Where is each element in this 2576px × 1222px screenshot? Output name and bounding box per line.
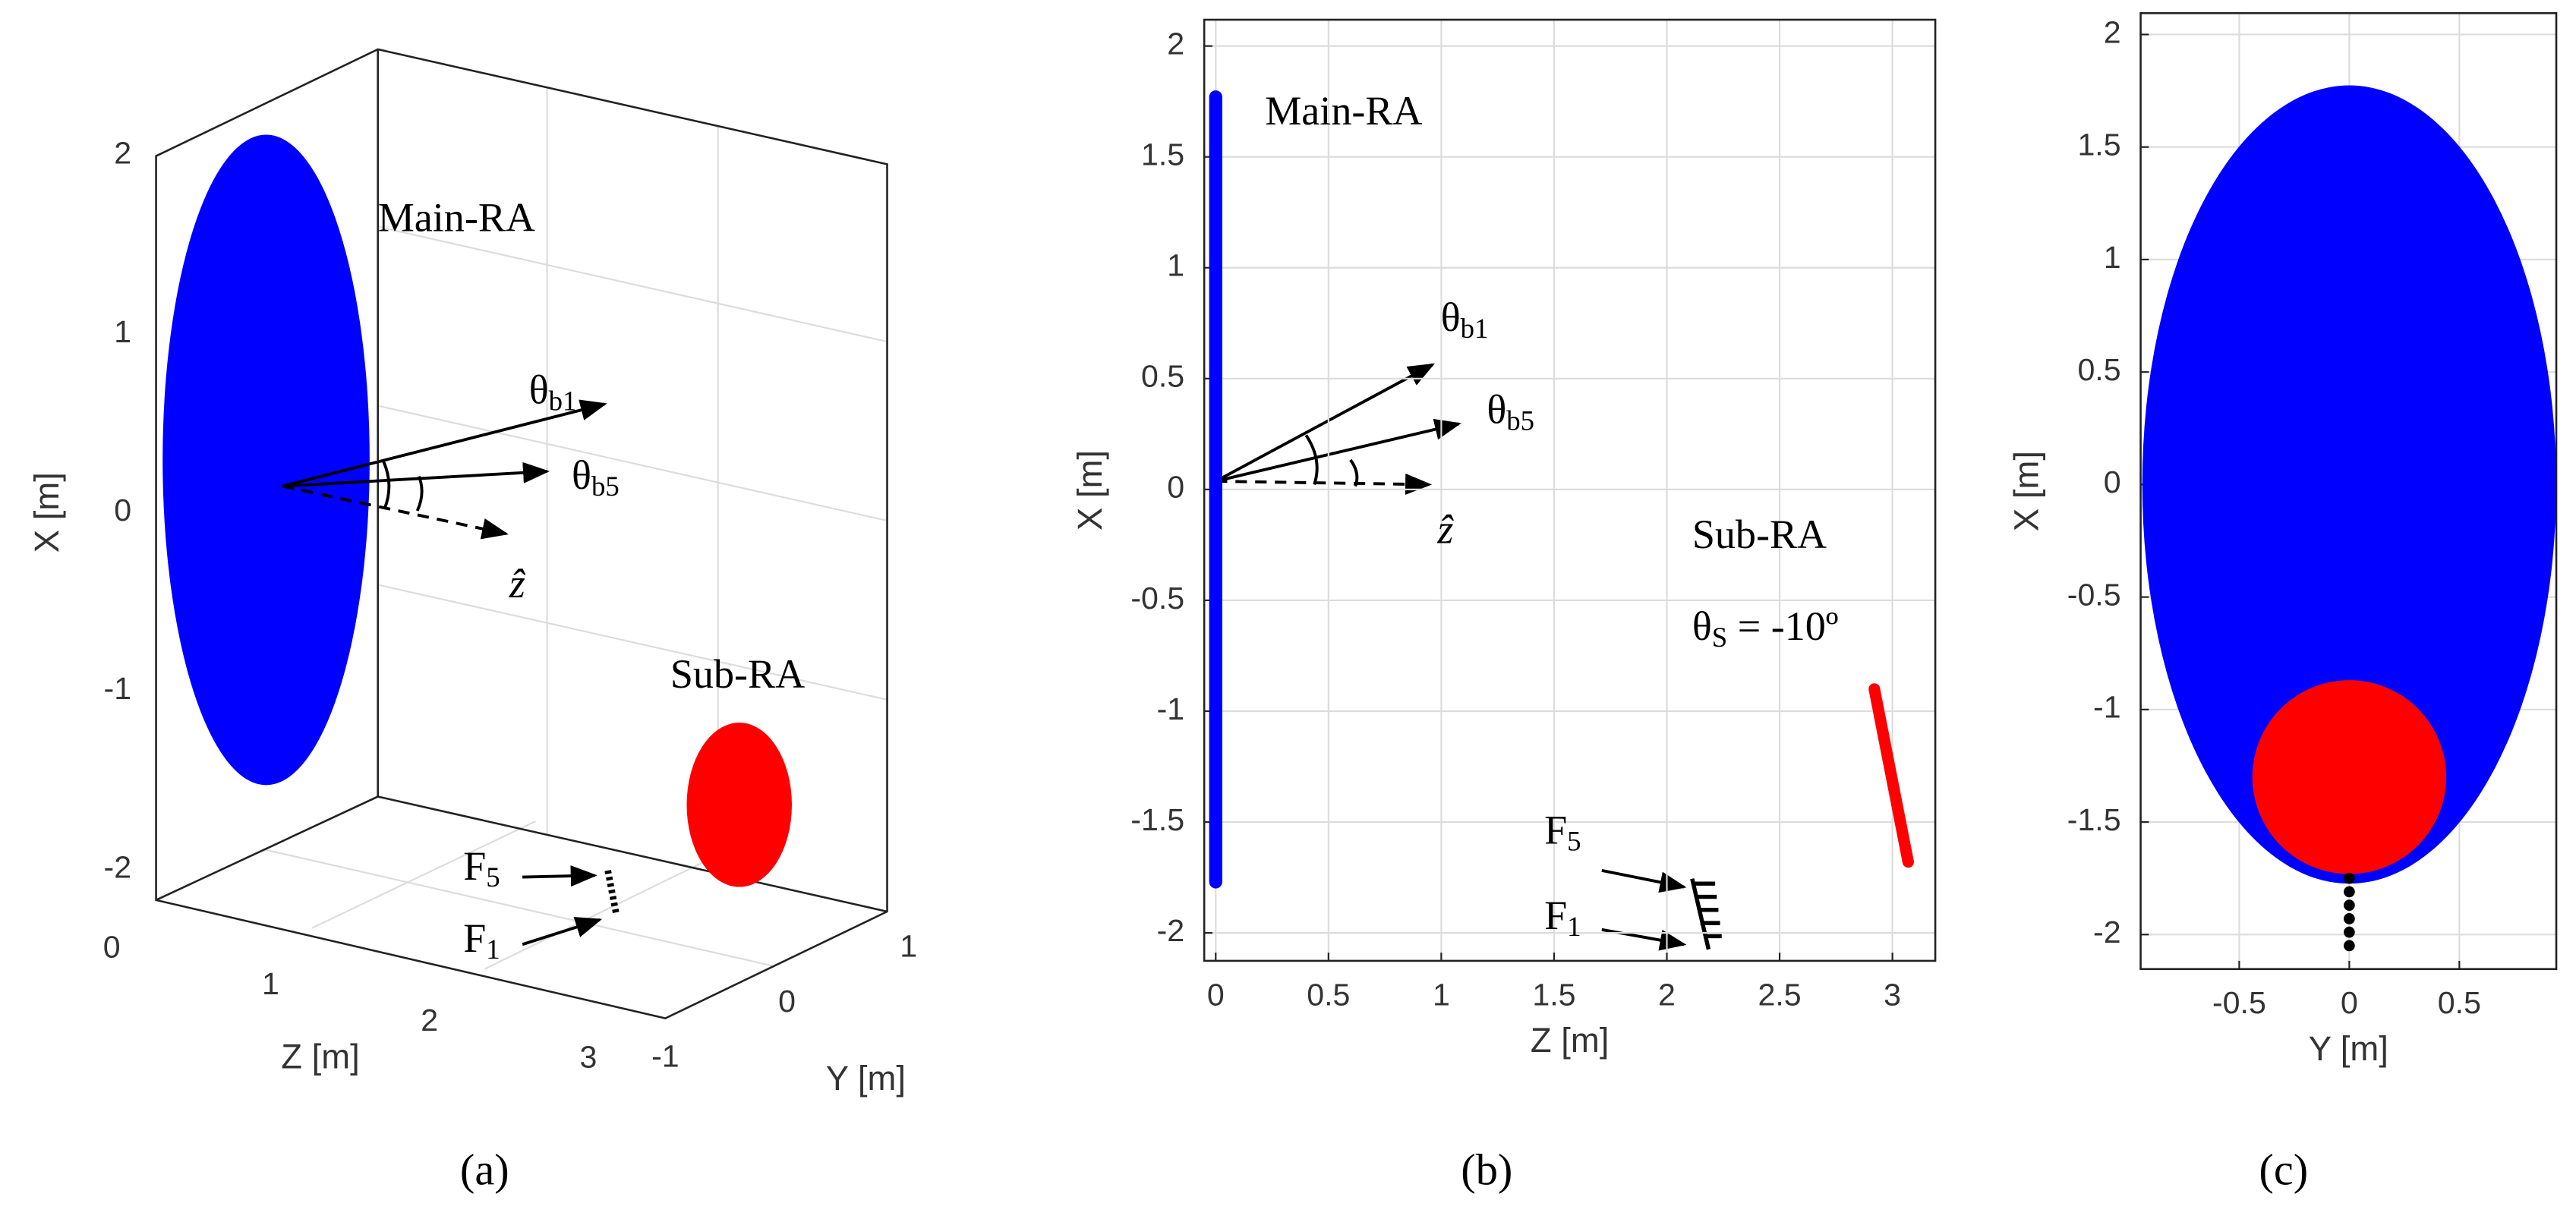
x-tick-label: -1 xyxy=(104,671,132,706)
sub-ra xyxy=(1868,683,1914,868)
caption: (b) xyxy=(1461,1145,1512,1195)
annotation-base: θ xyxy=(1441,295,1461,341)
y-tick-label: -2 xyxy=(1157,913,1185,948)
annotation: θS = -10º xyxy=(1692,603,1839,653)
y-tick-label: -1.5 xyxy=(2067,802,2121,837)
x-tick-label: 0.5 xyxy=(1307,977,1350,1012)
annotation-sub: 1 xyxy=(1567,911,1581,942)
y-tick-label: -0.5 xyxy=(2067,577,2121,612)
y-tick-label: 0.5 xyxy=(2077,352,2120,387)
panel-b-art xyxy=(1215,363,1722,951)
annotation-sub: b5 xyxy=(1506,405,1534,436)
axis-label: X [m] xyxy=(1070,450,1109,531)
z-tick-label: 0 xyxy=(103,930,121,965)
annotation: θb1 xyxy=(529,367,577,417)
annotation-rest: = -10º xyxy=(1727,603,1838,649)
annotation: F1 xyxy=(1544,893,1581,942)
annotation: Sub-RA xyxy=(670,651,805,697)
x-tick-label: 1.5 xyxy=(1532,977,1575,1012)
annotation-sub: S xyxy=(1712,622,1727,653)
y-tick-label: 0 xyxy=(1167,470,1184,505)
x-tick-label: 2 xyxy=(1658,977,1676,1012)
z-tick-label: 3 xyxy=(579,1039,597,1074)
annotation-base: F xyxy=(463,843,486,889)
x-tick-label: 1 xyxy=(1433,977,1450,1012)
axis-label: Z [m] xyxy=(1531,1021,1609,1060)
feed xyxy=(2344,913,2355,924)
panel-a-box xyxy=(155,48,888,1020)
annotation: θb5 xyxy=(1487,387,1534,436)
caption: (c) xyxy=(2259,1145,2308,1195)
x-tick-label: 3 xyxy=(1884,977,1901,1012)
x-tick-label: 0 xyxy=(2341,985,2358,1020)
main-ra xyxy=(2142,85,2557,884)
y-tick-label: -2 xyxy=(2093,915,2121,950)
annotation-base: F xyxy=(1544,808,1567,853)
y-tick-label: 2 xyxy=(2104,14,2121,49)
axes-frame xyxy=(1203,18,1937,962)
x-tick-label: 1 xyxy=(114,314,131,349)
annotation-base: F xyxy=(1544,893,1567,938)
axis-label: X [m] xyxy=(2007,451,2045,531)
y-tick-label: -1 xyxy=(1157,691,1185,726)
feed xyxy=(2344,872,2355,884)
annotation: ẑ xyxy=(1436,507,1454,553)
caption: (a) xyxy=(460,1145,509,1195)
y-tick-label: -0.5 xyxy=(1130,581,1184,616)
y-tick-label: -1.5 xyxy=(1130,802,1184,837)
annotation: F5 xyxy=(1544,808,1581,857)
sub-ra xyxy=(2252,680,2447,874)
x-tick-label: -2 xyxy=(104,849,132,884)
annotation-sub: 1 xyxy=(486,934,500,965)
y-tick-label: 1.5 xyxy=(1141,137,1184,172)
feed xyxy=(2344,926,2355,938)
annotation: Main-RA xyxy=(1265,88,1422,134)
y-tick-label: 1 xyxy=(900,929,917,964)
y-tick-label: 0 xyxy=(778,984,796,1019)
x-tick-label: -0.5 xyxy=(2212,985,2266,1020)
annotation-base: θ xyxy=(1487,387,1506,433)
axes-frame xyxy=(2139,12,2558,971)
annotation-base: θ xyxy=(529,367,549,413)
axis-label: X [m] xyxy=(27,472,66,553)
annotation-sub: 5 xyxy=(486,861,500,893)
annotation-base: F xyxy=(463,916,486,962)
x-tick-label: 0.5 xyxy=(2438,985,2481,1020)
y-tick-label: -1 xyxy=(651,1039,679,1074)
annotation: ẑ xyxy=(509,561,526,606)
x-tick-label: 0 xyxy=(1207,977,1225,1012)
feed xyxy=(2344,886,2355,898)
annotation: θb1 xyxy=(1441,295,1489,345)
z-tick-label: 2 xyxy=(421,1003,438,1038)
x-tick-label: 2.5 xyxy=(1758,977,1801,1012)
annotation: Main-RA xyxy=(378,195,535,241)
y-tick-label: 1 xyxy=(2104,240,2121,275)
axis-label: Y [m] xyxy=(826,1059,906,1098)
feed xyxy=(2344,899,2355,912)
annotation-base: θ xyxy=(572,452,591,498)
annotation: Sub-RA xyxy=(1692,512,1827,557)
annotation-base: θ xyxy=(1692,603,1712,649)
annotation-sub: b1 xyxy=(1461,313,1489,345)
annotation: F1 xyxy=(463,916,500,965)
x-tick-label: 0 xyxy=(114,493,131,528)
y-tick-label: 2 xyxy=(1167,26,1184,61)
annotation: F5 xyxy=(463,843,500,893)
annotation-sub: 5 xyxy=(1567,826,1581,857)
annotation-sub: b1 xyxy=(549,386,577,417)
y-tick-label: -1 xyxy=(2093,690,2121,725)
axis-label: Y [m] xyxy=(2309,1029,2388,1068)
axis-label: Z [m] xyxy=(281,1038,359,1076)
annotation-sub: b5 xyxy=(591,471,620,502)
annotation: θb5 xyxy=(572,452,620,502)
x-tick-label: 2 xyxy=(114,136,131,171)
y-tick-label: 1 xyxy=(1167,248,1184,283)
feed xyxy=(2344,940,2355,952)
y-tick-label: 0.5 xyxy=(1141,359,1184,394)
y-tick-label: 0 xyxy=(2104,465,2121,499)
y-tick-label: 1.5 xyxy=(2077,128,2120,162)
z-tick-label: 1 xyxy=(262,966,279,1001)
